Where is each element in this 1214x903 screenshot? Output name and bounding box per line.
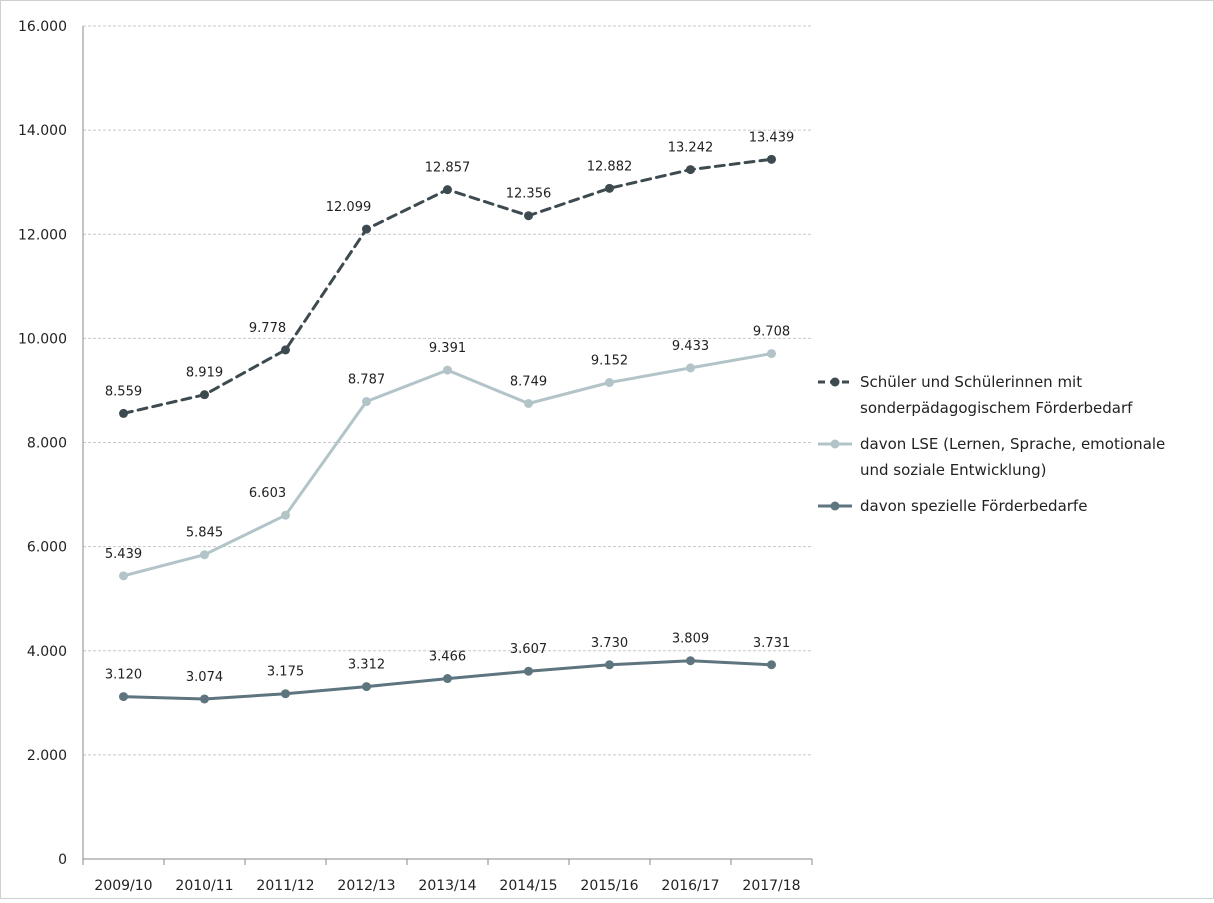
- x-tick-label: 2012/13: [337, 878, 395, 894]
- legend-label: Schüler und Schülerinnen mit: [860, 373, 1082, 391]
- y-tick-label: 0: [58, 852, 67, 868]
- data-label: 3.175: [267, 665, 304, 680]
- legend-label: davon spezielle Förderbedarfe: [860, 497, 1087, 515]
- data-point: [362, 224, 371, 234]
- data-point: [767, 154, 776, 164]
- data-label: 3.466: [429, 650, 466, 665]
- data-point: [767, 349, 776, 359]
- series-layer: 8.559 8.919 9.778 12.099 12.857 12.356 12.882 1…: [105, 130, 794, 704]
- x-tick-label: 2011/12: [256, 878, 314, 894]
- series-1: 8.559 8.919 9.778 12.099 12.857 12.356 12.882 1…: [105, 130, 794, 418]
- x-tick-label: 2016/17: [661, 878, 719, 894]
- data-label: 5.845: [186, 526, 223, 541]
- data-point: [362, 682, 371, 692]
- data-point: [119, 692, 128, 702]
- legend-entry: davon LSE (Lernen, Sprache, emotionale un…: [818, 435, 1165, 479]
- legend-swatch-marker: [830, 377, 840, 387]
- data-point: [443, 365, 452, 375]
- data-point: [605, 378, 614, 388]
- data-point: [524, 399, 533, 409]
- data-label: 8.749: [510, 375, 547, 390]
- legend-label: sonderpädagogischem Förderbedarf: [860, 399, 1133, 417]
- data-label: 12.857: [425, 161, 471, 176]
- data-label: 12.882: [587, 159, 633, 174]
- data-point: [605, 183, 614, 193]
- x-tick-label: 2010/11: [175, 878, 233, 894]
- data-point: [119, 571, 128, 581]
- data-label: 9.778: [249, 321, 286, 336]
- data-label: 3.607: [510, 642, 547, 657]
- data-label: 12.099: [326, 200, 372, 215]
- data-point: [281, 510, 290, 520]
- data-point: [767, 660, 776, 670]
- data-label: 13.439: [749, 130, 795, 145]
- data-label: 12.356: [506, 187, 552, 202]
- data-point: [200, 694, 209, 704]
- data-point: [281, 689, 290, 699]
- y-tick-label: 6.000: [27, 540, 67, 556]
- data-point: [686, 656, 695, 666]
- y-tick-label: 16.000: [18, 19, 67, 35]
- legend-swatch-marker: [830, 439, 840, 449]
- legend: Schüler und Schülerinnen mit sonderpädago…: [818, 373, 1165, 515]
- data-point: [443, 674, 452, 684]
- data-point: [686, 363, 695, 373]
- y-tick-label: 4.000: [27, 644, 67, 660]
- gridlines: [83, 25, 812, 756]
- data-label: 8.919: [186, 366, 223, 381]
- x-tick-label: 2014/15: [499, 878, 557, 894]
- legend-label: und soziale Entwicklung): [860, 461, 1046, 479]
- data-label: 9.708: [753, 325, 790, 340]
- series-2: 5.439 5.845 6.603 8.787 9.391 8.749 9.152 9.433…: [105, 325, 790, 581]
- legend-entry: Schüler und Schülerinnen mit sonderpädago…: [818, 373, 1133, 417]
- data-label: 9.391: [429, 341, 466, 356]
- x-tick-label: 2017/18: [742, 878, 800, 894]
- data-label: 5.439: [105, 547, 142, 562]
- y-tick-label: 8.000: [27, 436, 67, 452]
- data-point: [281, 345, 290, 355]
- data-label: 8.559: [105, 384, 142, 399]
- y-tick-label: 10.000: [18, 331, 67, 347]
- x-axis: 2009/10 2010/11 2011/12 2012/13 2013/14 2014/…: [82, 858, 813, 894]
- data-label: 9.433: [672, 339, 709, 354]
- data-label: 6.603: [249, 486, 286, 501]
- data-label: 9.152: [591, 354, 628, 369]
- x-tick-label: 2013/14: [418, 878, 476, 894]
- data-point: [524, 666, 533, 676]
- y-tick-label: 14.000: [18, 123, 67, 139]
- data-label: 8.787: [348, 373, 385, 388]
- legend-label: davon LSE (Lernen, Sprache, emotionale: [860, 435, 1165, 453]
- legend-swatch-marker: [830, 501, 840, 511]
- data-label: 3.312: [348, 658, 385, 673]
- x-tick-label: 2015/16: [580, 878, 638, 894]
- data-point: [119, 408, 128, 418]
- data-label: 3.731: [753, 636, 790, 651]
- y-tick-label: 12.000: [18, 227, 67, 243]
- data-point: [686, 165, 695, 175]
- data-point: [362, 397, 371, 407]
- data-label: 13.242: [668, 141, 714, 156]
- data-label: 3.809: [672, 632, 709, 647]
- data-point: [200, 390, 209, 400]
- y-axis: 0 2.000 4.000 6.000 8.000 10.000 12.000 14.000 1…: [18, 19, 84, 868]
- data-label: 3.074: [186, 670, 223, 685]
- data-point: [524, 211, 533, 221]
- y-tick-label: 2.000: [27, 748, 67, 764]
- data-point: [200, 550, 209, 560]
- data-label: 3.730: [591, 636, 628, 651]
- data-point: [443, 185, 452, 195]
- data-label: 3.120: [105, 668, 142, 683]
- legend-entry: davon spezielle Förderbedarfe: [818, 497, 1087, 515]
- series-3: 3.120 3.074 3.175 3.312 3.466 3.607 3.730 3.809…: [105, 632, 790, 704]
- x-tick-label: 2009/10: [94, 878, 152, 894]
- data-point: [605, 660, 614, 670]
